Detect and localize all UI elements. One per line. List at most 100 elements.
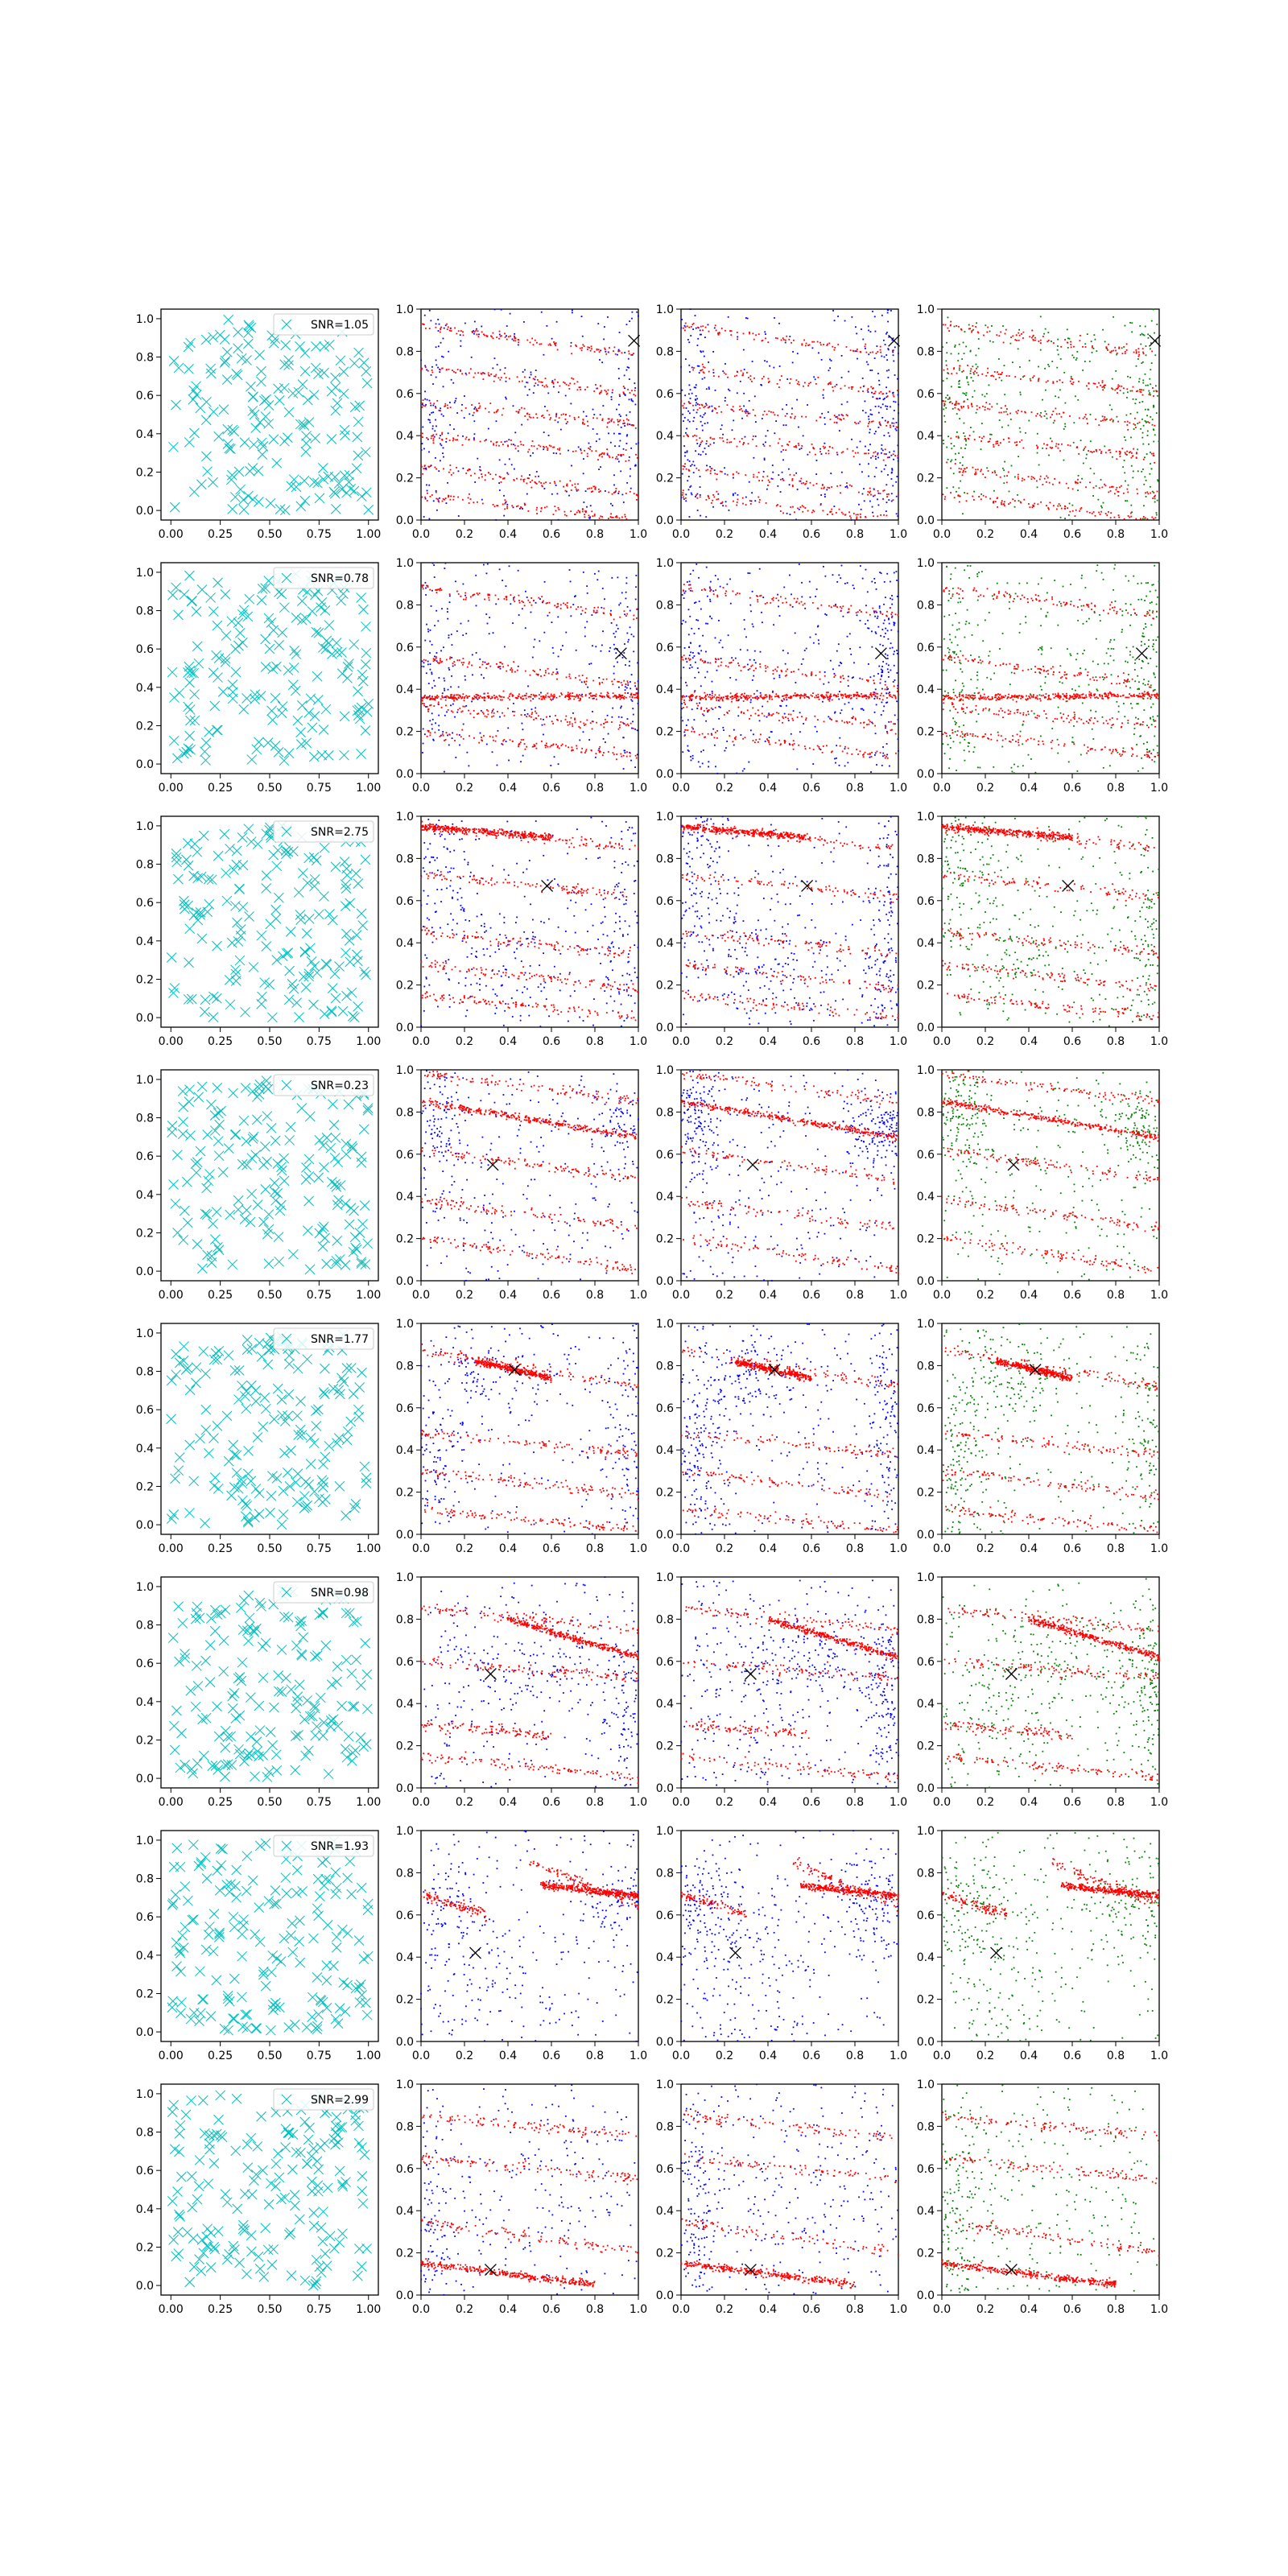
panel-red-blue-b: 0.0 0.2 0.4 0.6 0.8 1.00.00.20.40.60.81.0: [656, 557, 907, 795]
band-point: [720, 471, 721, 473]
band-point: [460, 370, 461, 372]
cluster-point: [690, 465, 691, 467]
cluster-point: [473, 415, 474, 416]
band-point: [683, 469, 684, 470]
cluster-point: [518, 345, 519, 346]
scatter-point: [819, 448, 821, 450]
band-point: [422, 436, 423, 438]
cluster-point: [717, 493, 719, 495]
band-point: [591, 510, 592, 512]
cluster-point: [945, 407, 947, 409]
cluster-point: [942, 346, 943, 348]
cross-marker: [190, 690, 200, 700]
band-point: [683, 328, 684, 329]
cross-marker: [310, 590, 320, 600]
band-point: [733, 501, 734, 502]
y-tick-label: 0.4: [656, 683, 674, 696]
band-point: [514, 715, 515, 716]
band-point: [884, 489, 886, 491]
scatter-point: [449, 595, 451, 597]
x-tick-label: 0.0: [672, 782, 690, 795]
band-point: [811, 512, 813, 514]
dense-band-point: [446, 696, 448, 697]
band-point: [1100, 514, 1101, 515]
scatter-point: [458, 515, 460, 517]
band-point: [801, 416, 803, 418]
dense-band-point: [530, 696, 532, 698]
scatter-point: [442, 731, 444, 733]
cluster-point: [432, 405, 434, 407]
band-point: [864, 386, 865, 387]
cluster-point: [773, 624, 774, 625]
cross-marker: [231, 667, 241, 677]
band-point: [1021, 411, 1022, 412]
scatter-point: [566, 423, 568, 424]
band-point: [840, 492, 841, 493]
cluster-point: [624, 374, 625, 376]
band-point: [539, 446, 541, 448]
band-point: [424, 497, 426, 498]
band-point: [548, 345, 550, 346]
scatter-point: [506, 335, 507, 336]
band-point: [530, 417, 532, 419]
cross-marker: [277, 589, 287, 599]
cluster-point: [890, 310, 892, 312]
band-point: [584, 423, 585, 425]
cluster-point: [947, 398, 949, 400]
cluster-point: [772, 464, 774, 466]
cluster-point: [627, 684, 629, 686]
cluster-point: [1044, 368, 1046, 369]
cluster-point: [576, 490, 578, 492]
cross-marker: [318, 463, 328, 473]
band-point: [518, 445, 519, 447]
scatter-point: [489, 617, 490, 618]
band-point: [570, 606, 572, 608]
cluster-point: [565, 632, 567, 634]
band-point: [520, 741, 522, 743]
cross-marker: [184, 364, 193, 374]
cluster-point: [431, 712, 433, 714]
band-point: [439, 588, 440, 590]
cluster-point: [481, 710, 482, 712]
scatter-point: [583, 458, 584, 460]
dense-band-point: [450, 694, 452, 696]
band-point: [806, 481, 807, 482]
band-point: [570, 510, 572, 512]
band-point: [601, 724, 602, 725]
cluster-point: [434, 576, 436, 578]
cluster-point: [426, 485, 427, 486]
cluster-point: [1142, 380, 1144, 382]
band-point: [635, 755, 637, 757]
cross-marker: [331, 373, 341, 382]
cluster-point: [951, 443, 952, 444]
cluster-point: [587, 592, 588, 594]
dense-band-point: [487, 692, 489, 694]
band-point: [617, 424, 619, 426]
scatter-point: [604, 598, 605, 600]
scatter-point: [691, 464, 693, 465]
band-point: [545, 378, 547, 379]
band-point: [623, 386, 625, 387]
band-point: [1038, 503, 1039, 505]
cluster-point: [704, 412, 706, 414]
scatter-point: [499, 334, 501, 336]
band-point: [605, 719, 606, 720]
cross-marker: [338, 589, 348, 599]
band-point: [442, 733, 444, 735]
band-point: [477, 502, 478, 503]
scatter-point: [1064, 518, 1066, 519]
band-point: [1008, 437, 1009, 439]
dense-band-point: [580, 698, 581, 700]
x-tick-label: 0.8: [846, 528, 864, 541]
cross-marker: [248, 392, 258, 402]
cross-marker: [169, 693, 179, 703]
cluster-point: [529, 377, 530, 378]
scatter-point: [778, 474, 779, 476]
cluster-point: [693, 410, 695, 411]
band-point: [985, 496, 987, 497]
cross-marker: [189, 668, 199, 678]
band-point: [599, 454, 601, 456]
scatter-point: [595, 757, 597, 758]
cluster-point: [973, 431, 975, 432]
cluster-point: [989, 341, 991, 342]
